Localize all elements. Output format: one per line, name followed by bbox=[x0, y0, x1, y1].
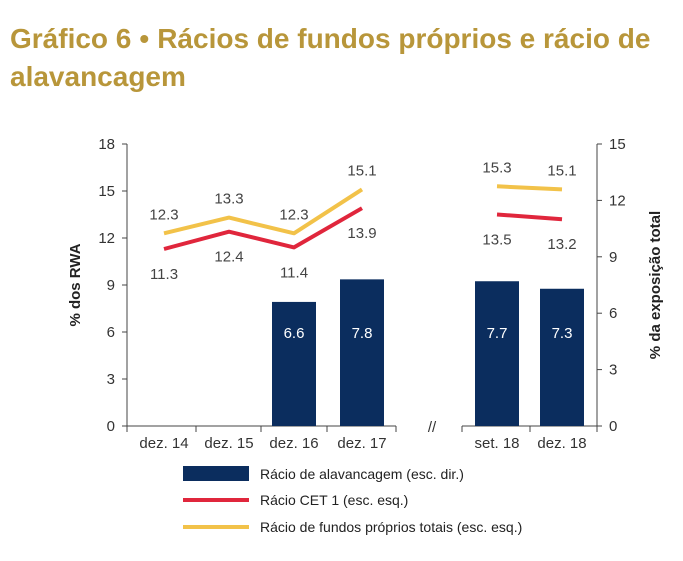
line-fundos-proprios bbox=[163, 187, 364, 236]
data-labels: 6.6 7.8 7.7 7.3 11.3 12.4 11.4 13.9 13.5 13.2 12.3… bbox=[149, 159, 576, 342]
line-cet1 bbox=[496, 212, 563, 222]
total-value-label: 15.1 bbox=[347, 162, 376, 179]
cet1-value-label: 12.4 bbox=[214, 249, 243, 266]
bar-value-label: 7.8 bbox=[352, 325, 373, 342]
cet1-value-label: 13.5 bbox=[482, 232, 511, 249]
right-tick-label: 6 bbox=[609, 305, 617, 322]
total-value-label: 15.1 bbox=[547, 162, 576, 179]
total-value-label: 12.3 bbox=[149, 206, 178, 223]
left-tick-label: 6 bbox=[107, 324, 115, 341]
x-tick-label: dez. 16 bbox=[269, 435, 318, 452]
x-tick-label: dez. 15 bbox=[204, 435, 253, 452]
cet1-value-label: 13.9 bbox=[347, 225, 376, 242]
bar-alavancagem bbox=[272, 301, 316, 426]
bar-value-label: 7.7 bbox=[487, 325, 508, 342]
line-fundos-proprios bbox=[496, 184, 563, 192]
lines bbox=[163, 184, 563, 251]
x-tick-label: dez. 14 bbox=[139, 435, 188, 452]
bar-value-label: 7.3 bbox=[552, 325, 573, 342]
right-tick-label: 0 bbox=[609, 418, 617, 435]
total-value-label: 12.3 bbox=[279, 206, 308, 223]
right-tick-label: 9 bbox=[609, 249, 617, 266]
x-tick-label: dez. 17 bbox=[337, 435, 386, 452]
cet1-value-label: 13.2 bbox=[547, 236, 576, 253]
left-tick-label: 12 bbox=[98, 230, 115, 247]
left-tick-label: 18 bbox=[98, 136, 115, 153]
bar-alavancagem bbox=[340, 279, 384, 426]
left-tick-label: 3 bbox=[107, 371, 115, 388]
x-tick-label: dez. 18 bbox=[537, 435, 586, 452]
left-tick-label: 0 bbox=[107, 418, 115, 435]
cet1-value-label: 11.4 bbox=[280, 264, 308, 281]
legend-label: Rácio de fundos próprios totais (esc. es… bbox=[260, 519, 522, 535]
x-tick-label: set. 18 bbox=[474, 435, 519, 452]
right-tick-label: 3 bbox=[609, 362, 617, 379]
chart-title-text: Rácios de fundos próprios e rácio de ala… bbox=[10, 23, 651, 92]
total-value-label: 15.3 bbox=[482, 159, 511, 176]
legend: Rácio de alavancagem (esc. dir.) Rácio CE… bbox=[183, 466, 522, 535]
axis-break-label: // bbox=[428, 419, 437, 436]
bar-alavancagem bbox=[540, 288, 584, 426]
chart-number: Gráfico 6 bbox=[10, 23, 132, 54]
y-left-axis-title: % dos RWA bbox=[67, 243, 84, 326]
right-tick-label: 15 bbox=[609, 136, 626, 153]
line-cet1 bbox=[163, 206, 363, 251]
bar-value-label: 6.6 bbox=[284, 325, 305, 342]
cet1-value-label: 11.3 bbox=[150, 266, 178, 283]
left-tick-label: 15 bbox=[98, 183, 115, 200]
title-bullet: • bbox=[139, 23, 150, 54]
chart-title: Gráfico 6 • Rácios de fundos próprios e rá… bbox=[10, 20, 670, 96]
bars bbox=[272, 279, 584, 426]
bar-alavancagem bbox=[475, 281, 519, 426]
legend-label: Rácio CET 1 (esc. esq.) bbox=[260, 492, 408, 508]
legend-swatch-alavancagem bbox=[183, 466, 249, 481]
y-right-axis-title: % da exposição total bbox=[647, 211, 664, 359]
total-value-label: 13.3 bbox=[214, 191, 243, 208]
legend-label: Rácio de alavancagem (esc. dir.) bbox=[260, 466, 464, 482]
left-tick-label: 9 bbox=[107, 277, 115, 294]
right-tick-label: 12 bbox=[609, 192, 626, 209]
